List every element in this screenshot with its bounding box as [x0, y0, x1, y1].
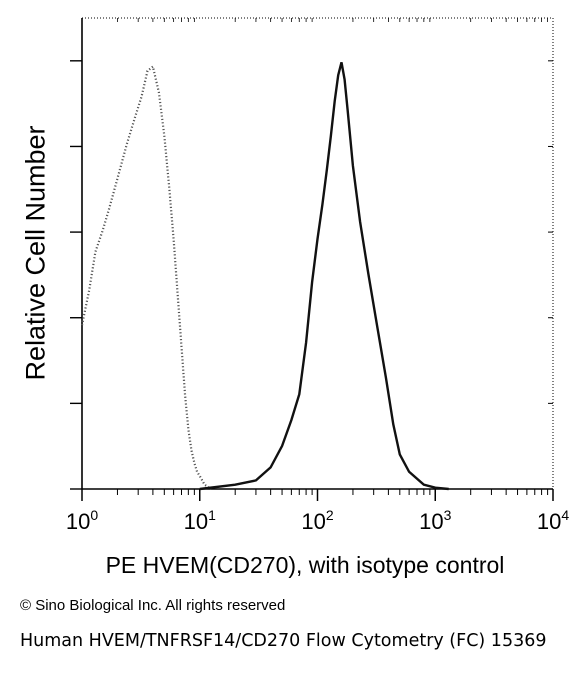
y-axis-label: Relative Cell Number	[20, 125, 51, 381]
plot-frame	[81, 17, 554, 490]
x-tick-label: 102	[301, 507, 333, 534]
figure-caption: Human HVEM/TNFRSF14/CD270 Flow Cytometry…	[20, 631, 547, 651]
series-layer	[80, 62, 449, 491]
x-tick-label: 101	[184, 507, 216, 534]
series-line-2	[199, 62, 449, 491]
copyright-notice: © Sino Biological Inc. All rights reserv…	[20, 597, 286, 614]
y-ticks	[70, 60, 553, 490]
x-ticks: 100 101 102 103 104	[66, 18, 569, 534]
x-axis-label: PE HVEM(CD270), with isotype control	[105, 552, 505, 578]
x-tick-label: 100	[66, 507, 98, 534]
x-tick-label: 103	[419, 507, 451, 534]
series-line-1	[80, 64, 212, 490]
x-tick-label: 104	[537, 507, 569, 534]
